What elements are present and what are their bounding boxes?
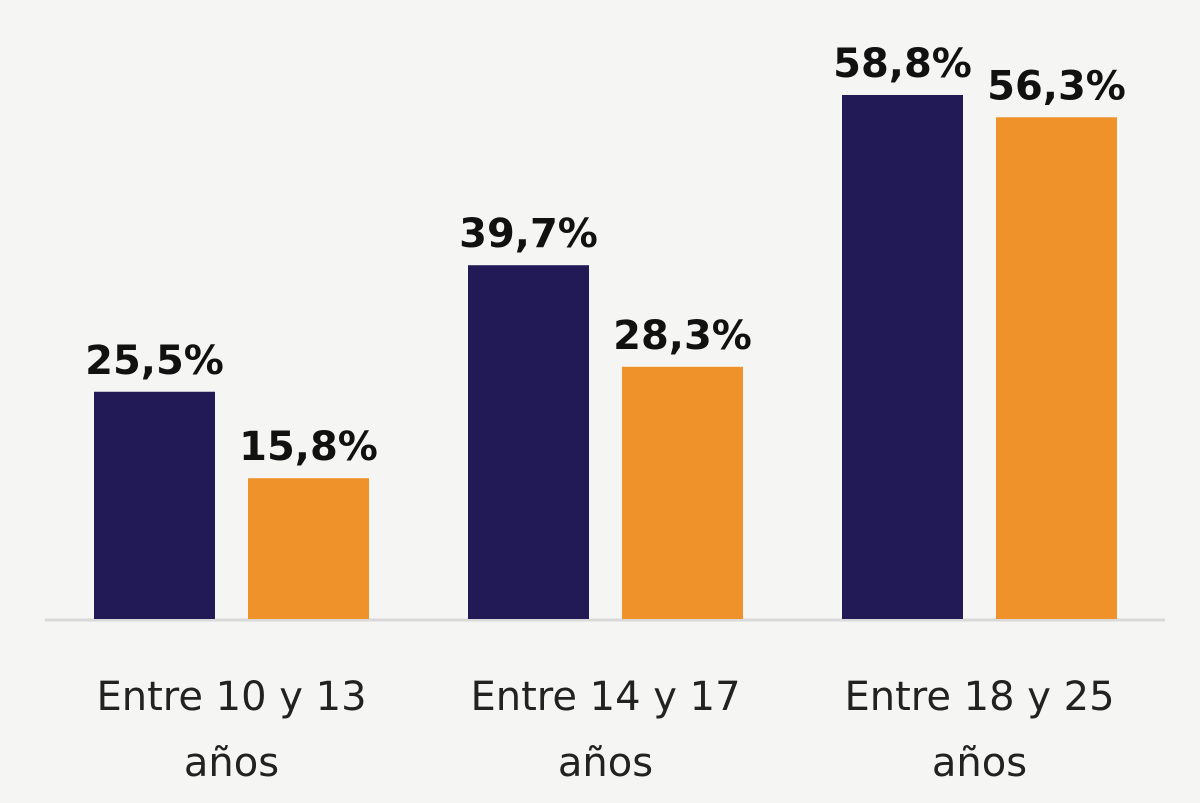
bar-series1-cat2 bbox=[468, 265, 589, 619]
bar-series2-cat3 bbox=[996, 117, 1117, 620]
category-label-2-line-1: Entre 14 y 17 bbox=[470, 674, 740, 720]
data-label-series1-cat1: 25,5% bbox=[85, 338, 224, 384]
bar-series1-cat3 bbox=[842, 95, 963, 619]
data-label-series1-cat2: 39,7% bbox=[459, 211, 598, 257]
data-label-series2-cat1: 15,8% bbox=[239, 424, 378, 470]
category-label-1-line-2: años bbox=[184, 740, 279, 786]
data-label-series2-cat3: 56,3% bbox=[987, 63, 1126, 109]
bar-series2-cat1 bbox=[248, 478, 369, 619]
category-label-1-line-1: Entre 10 y 13 bbox=[96, 674, 366, 720]
category-label-3-line-1: Entre 18 y 25 bbox=[844, 674, 1114, 720]
data-label-series2-cat2: 28,3% bbox=[613, 313, 752, 359]
category-label-3-line-2: años bbox=[932, 740, 1027, 786]
category-label-2-line-2: años bbox=[558, 740, 653, 786]
bar-series1-cat1 bbox=[94, 391, 215, 619]
data-label-series1-cat3: 58,8% bbox=[833, 41, 972, 87]
bar-series2-cat2 bbox=[622, 366, 743, 619]
